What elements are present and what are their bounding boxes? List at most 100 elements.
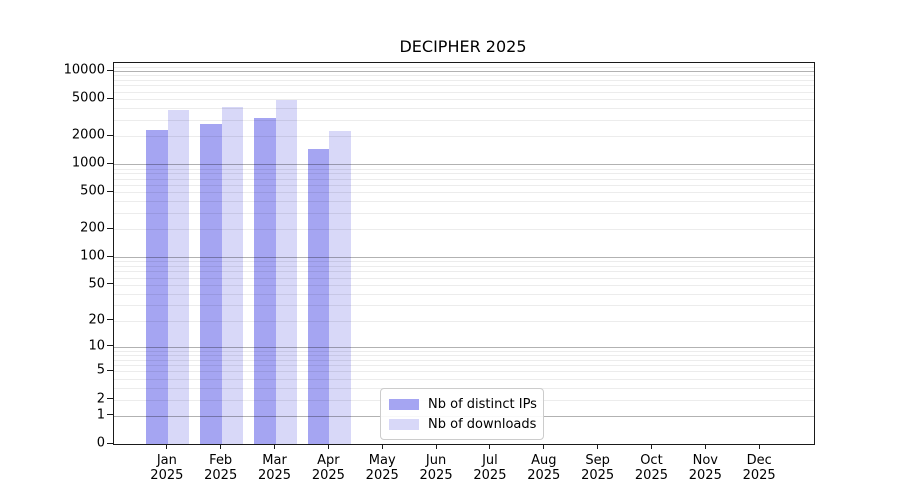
y-gridline-minor-2000 bbox=[114, 136, 814, 138]
y-gridline-minor-70 bbox=[114, 271, 814, 273]
bar-downloads-feb bbox=[221, 106, 244, 444]
y-gridline-minor-8000 bbox=[114, 80, 814, 82]
y-gridline-minor-6 bbox=[114, 365, 814, 367]
y-gridline-minor-4000 bbox=[114, 108, 814, 110]
y-tick-label-10000: 10000 bbox=[63, 62, 105, 78]
x-tick-label-jun: Jun 2025 bbox=[419, 453, 453, 483]
y-tick-mark-0 bbox=[107, 442, 113, 444]
y-gridline-minor-5000 bbox=[114, 99, 814, 101]
x-tick-mark-sep bbox=[597, 444, 599, 449]
y-tick-label-1000: 1000 bbox=[71, 155, 105, 171]
x-tick-mark-oct bbox=[650, 444, 652, 449]
y-gridline-minor-9000 bbox=[114, 75, 814, 77]
y-gridline-minor-500 bbox=[114, 192, 814, 194]
y-tick-label-0: 0 bbox=[96, 435, 105, 451]
y-tick-mark-50 bbox=[107, 283, 113, 285]
y-gridline-minor-90 bbox=[114, 261, 814, 263]
y-tick-mark-10 bbox=[107, 345, 113, 347]
x-tick-label-nov: Nov 2025 bbox=[688, 453, 722, 483]
bar-downloads-mar bbox=[275, 99, 298, 444]
bar-downloads-jan bbox=[167, 110, 190, 444]
x-tick-label-aug: Aug 2025 bbox=[527, 453, 561, 483]
y-gridline-minor-60 bbox=[114, 277, 814, 279]
x-tick-label-sep: Sep 2025 bbox=[581, 453, 615, 483]
y-gridline-minor-11000 bbox=[114, 67, 814, 69]
y-gridline-minor-7 bbox=[114, 359, 814, 361]
y-gridline-minor-300 bbox=[114, 212, 814, 214]
y-gridline-minor-400 bbox=[114, 201, 814, 203]
y-gridline-minor-9 bbox=[114, 350, 814, 352]
legend-item-downloads: Nb of downloads bbox=[389, 414, 537, 434]
y-gridline-minor-50 bbox=[114, 284, 814, 286]
y-tick-mark-2000 bbox=[107, 134, 113, 136]
y-gridline-minor-8 bbox=[114, 355, 814, 357]
legend-swatch-distinct-ips bbox=[389, 398, 419, 410]
x-tick-label-apr: Apr 2025 bbox=[311, 453, 345, 483]
y-tick-label-5000: 5000 bbox=[71, 90, 105, 106]
y-tick-label-10: 10 bbox=[88, 338, 105, 354]
y-tick-label-200: 200 bbox=[80, 220, 105, 236]
y-gridline-minor-80 bbox=[114, 266, 814, 268]
y-gridline-minor-700 bbox=[114, 178, 814, 180]
bar-distinct-ips-mar bbox=[254, 117, 276, 444]
x-tick-label-may: May 2025 bbox=[365, 453, 399, 483]
y-tick-label-5: 5 bbox=[96, 362, 105, 378]
y-tick-label-1: 1 bbox=[96, 407, 105, 423]
y-tick-mark-2 bbox=[107, 398, 113, 399]
y-tick-mark-200 bbox=[107, 227, 113, 229]
y-gridline-minor-600 bbox=[114, 184, 814, 186]
x-tick-mark-aug bbox=[543, 444, 545, 449]
bar-distinct-ips-apr bbox=[307, 149, 330, 444]
y-gridline-major-100 bbox=[114, 257, 814, 259]
legend: Nb of distinct IPs Nb of downloads bbox=[380, 388, 544, 440]
y-gridline-minor-3000 bbox=[114, 119, 814, 121]
bar-downloads-apr bbox=[329, 130, 351, 444]
y-tick-label-20: 20 bbox=[88, 312, 105, 328]
x-tick-mark-jul bbox=[489, 444, 491, 449]
y-tick-label-500: 500 bbox=[80, 183, 105, 199]
chart-title: DECIPHER 2025 bbox=[399, 37, 527, 56]
y-tick-mark-1000 bbox=[107, 162, 113, 164]
y-tick-mark-5000 bbox=[107, 97, 113, 99]
y-gridline-minor-800 bbox=[114, 173, 814, 175]
x-tick-mark-mar bbox=[274, 444, 276, 449]
x-tick-mark-dec bbox=[758, 444, 760, 449]
x-tick-label-mar: Mar 2025 bbox=[257, 453, 292, 483]
y-tick-label-100: 100 bbox=[80, 248, 105, 264]
y-tick-mark-5 bbox=[107, 369, 113, 371]
x-tick-mark-feb bbox=[220, 444, 222, 449]
legend-label-downloads: Nb of downloads bbox=[428, 416, 537, 432]
y-tick-mark-20 bbox=[107, 319, 113, 321]
y-gridline-minor-40 bbox=[114, 293, 814, 295]
y-gridline-minor-7000 bbox=[114, 85, 814, 87]
x-tick-label-oct: Oct 2025 bbox=[634, 453, 668, 483]
legend-swatch-downloads bbox=[389, 418, 419, 430]
x-tick-label-dec: Dec 2025 bbox=[742, 453, 776, 483]
bar-distinct-ips-jan bbox=[146, 129, 168, 444]
x-tick-mark-jan bbox=[166, 444, 168, 449]
y-gridline-major-1000 bbox=[114, 164, 814, 166]
y-gridline-minor-6000 bbox=[114, 91, 814, 93]
x-tick-mark-apr bbox=[327, 444, 329, 449]
legend-label-distinct-ips: Nb of distinct IPs bbox=[428, 396, 537, 412]
x-tick-mark-nov bbox=[704, 444, 706, 449]
x-tick-label-jan: Jan 2025 bbox=[150, 453, 184, 483]
y-gridline-minor-900 bbox=[114, 168, 814, 170]
y-gridline-minor-200 bbox=[114, 229, 814, 231]
y-tick-label-50: 50 bbox=[88, 276, 105, 292]
y-gridline-minor-30 bbox=[114, 304, 814, 306]
y-gridline-minor-5 bbox=[114, 371, 814, 373]
plot-area bbox=[113, 62, 815, 445]
x-tick-label-feb: Feb 2025 bbox=[204, 453, 238, 483]
y-gridline-major-10 bbox=[114, 346, 814, 348]
x-tick-mark-may bbox=[381, 444, 383, 449]
y-tick-mark-100 bbox=[107, 255, 113, 257]
legend-item-distinct-ips: Nb of distinct IPs bbox=[389, 394, 537, 414]
y-tick-label-2: 2 bbox=[96, 391, 105, 406]
x-tick-mark-jun bbox=[435, 444, 437, 449]
y-tick-mark-10000 bbox=[107, 69, 113, 71]
x-tick-label-jul: Jul 2025 bbox=[473, 453, 507, 483]
y-gridline-major-10000 bbox=[114, 71, 814, 73]
y-tick-mark-500 bbox=[107, 190, 113, 192]
